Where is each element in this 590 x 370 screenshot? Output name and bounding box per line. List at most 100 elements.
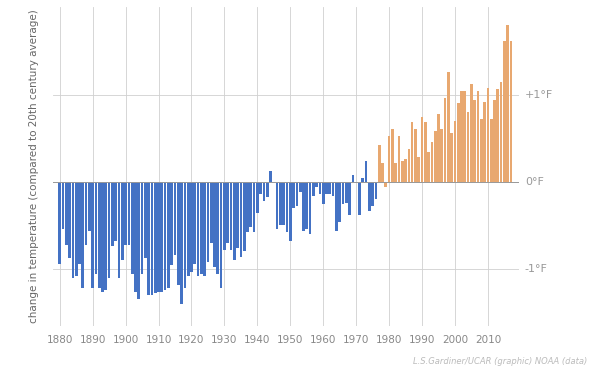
Bar — [194, 182, 196, 264]
Bar — [240, 182, 242, 257]
Bar — [365, 161, 368, 182]
Bar — [276, 182, 278, 229]
Bar — [450, 133, 453, 182]
Bar — [470, 84, 473, 182]
Bar — [140, 182, 143, 274]
Bar — [183, 182, 186, 288]
Bar — [289, 182, 291, 241]
Bar — [98, 182, 100, 288]
Bar — [338, 182, 341, 222]
Bar — [230, 182, 232, 250]
Bar — [391, 130, 394, 182]
Bar — [417, 157, 420, 182]
Bar — [487, 88, 489, 182]
Bar — [250, 182, 252, 227]
Bar — [500, 83, 503, 182]
Bar — [368, 182, 371, 211]
Bar — [219, 182, 222, 288]
Bar — [58, 182, 61, 264]
Bar — [441, 130, 443, 182]
Bar — [75, 182, 77, 276]
Bar — [213, 182, 216, 267]
Y-axis label: change in temperature (compared to 20th century average): change in temperature (compared to 20th … — [30, 10, 39, 323]
Bar — [414, 130, 417, 182]
Bar — [253, 182, 255, 232]
Bar — [150, 182, 153, 295]
Bar — [124, 182, 127, 245]
Bar — [510, 41, 512, 182]
Bar — [362, 178, 364, 182]
Bar — [266, 182, 268, 198]
Bar — [127, 182, 130, 245]
Bar — [217, 182, 219, 274]
Bar — [81, 182, 84, 288]
Bar — [421, 117, 424, 182]
Bar — [371, 182, 374, 206]
Bar — [352, 175, 354, 182]
Bar — [134, 182, 137, 292]
Bar — [378, 145, 381, 182]
Bar — [104, 182, 107, 290]
Bar — [404, 159, 407, 182]
Bar — [200, 182, 203, 274]
Bar — [437, 114, 440, 182]
Bar — [447, 72, 450, 182]
Bar — [187, 182, 189, 276]
Bar — [381, 162, 384, 182]
Bar — [243, 182, 245, 252]
Bar — [227, 182, 229, 243]
Text: -1°F: -1°F — [525, 264, 548, 274]
Bar — [108, 182, 110, 278]
Bar — [173, 182, 176, 255]
Bar — [503, 41, 506, 182]
Bar — [204, 182, 206, 276]
Bar — [177, 182, 179, 285]
Bar — [398, 137, 401, 182]
Bar — [160, 182, 163, 292]
Bar — [394, 162, 397, 182]
Bar — [157, 182, 160, 292]
Bar — [114, 182, 117, 241]
Bar — [286, 182, 289, 232]
Bar — [401, 161, 404, 182]
Bar — [206, 182, 209, 262]
Bar — [467, 112, 470, 182]
Bar — [283, 182, 285, 225]
Bar — [496, 89, 499, 182]
Bar — [319, 182, 322, 194]
Bar — [473, 100, 476, 182]
Bar — [427, 152, 430, 182]
Bar — [259, 182, 262, 194]
Bar — [180, 182, 183, 304]
Bar — [71, 182, 74, 278]
Bar — [355, 182, 358, 184]
Bar — [299, 182, 301, 192]
Bar — [171, 182, 173, 265]
Bar — [312, 182, 314, 196]
Bar — [68, 182, 71, 259]
Bar — [279, 182, 282, 225]
Bar — [490, 119, 493, 182]
Bar — [65, 182, 68, 245]
Text: +1°F: +1°F — [525, 90, 553, 100]
Bar — [460, 91, 463, 182]
Bar — [506, 25, 509, 182]
Bar — [246, 182, 249, 232]
Bar — [263, 182, 266, 201]
Bar — [236, 182, 239, 248]
Bar — [329, 182, 331, 194]
Bar — [464, 91, 466, 182]
Bar — [480, 119, 483, 182]
Bar — [322, 182, 325, 204]
Bar — [137, 182, 140, 299]
Bar — [292, 182, 295, 208]
Bar — [190, 182, 193, 272]
Bar — [434, 131, 437, 182]
Bar — [408, 149, 410, 182]
Bar — [233, 182, 235, 260]
Bar — [144, 182, 147, 259]
Bar — [164, 182, 166, 290]
Bar — [345, 182, 348, 203]
Bar — [335, 182, 337, 231]
Bar — [342, 182, 345, 204]
